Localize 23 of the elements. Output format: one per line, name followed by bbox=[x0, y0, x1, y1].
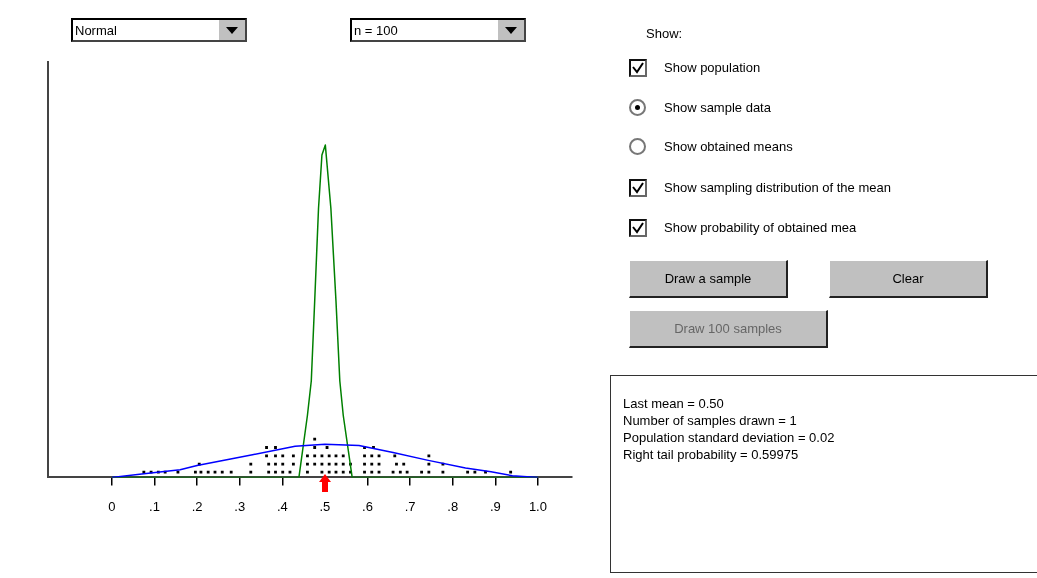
x-tick-label: 1.0 bbox=[528, 498, 547, 514]
text: Show population bbox=[664, 60, 761, 75]
x-tick-label: .6 bbox=[362, 498, 373, 514]
x-tick-label: .3 bbox=[234, 498, 246, 514]
text: Show: bbox=[646, 26, 683, 41]
dropdown-field: n = 100 bbox=[350, 18, 526, 42]
x-tick-label: .8 bbox=[447, 498, 459, 514]
x-tick-label: .2 bbox=[191, 498, 203, 514]
dropdown-field: Normal bbox=[71, 18, 247, 42]
x-tick-label: .4 bbox=[276, 498, 288, 514]
button: Clear bbox=[829, 260, 988, 298]
info-panel: Last mean = 0.50 Number of samples drawn = 1 Population standard deviation = 0.02 Right tail probability = 0.59975 bbox=[610, 375, 1037, 573]
button: Draw 100 samples bbox=[629, 310, 828, 348]
text: Show sample data bbox=[664, 100, 771, 115]
text: Show obtained means bbox=[664, 139, 793, 154]
x-tick-label: 0 bbox=[108, 498, 116, 514]
x-tick-label: .9 bbox=[489, 498, 501, 514]
text: Show probability of obtained mea bbox=[664, 220, 857, 235]
x-tick-label: .7 bbox=[404, 498, 416, 514]
button: Draw a sample bbox=[629, 260, 788, 298]
x-tick-label: .5 bbox=[319, 498, 331, 514]
text: Show sampling distribution of the mean bbox=[664, 180, 891, 195]
x-tick-label: .1 bbox=[149, 498, 160, 514]
